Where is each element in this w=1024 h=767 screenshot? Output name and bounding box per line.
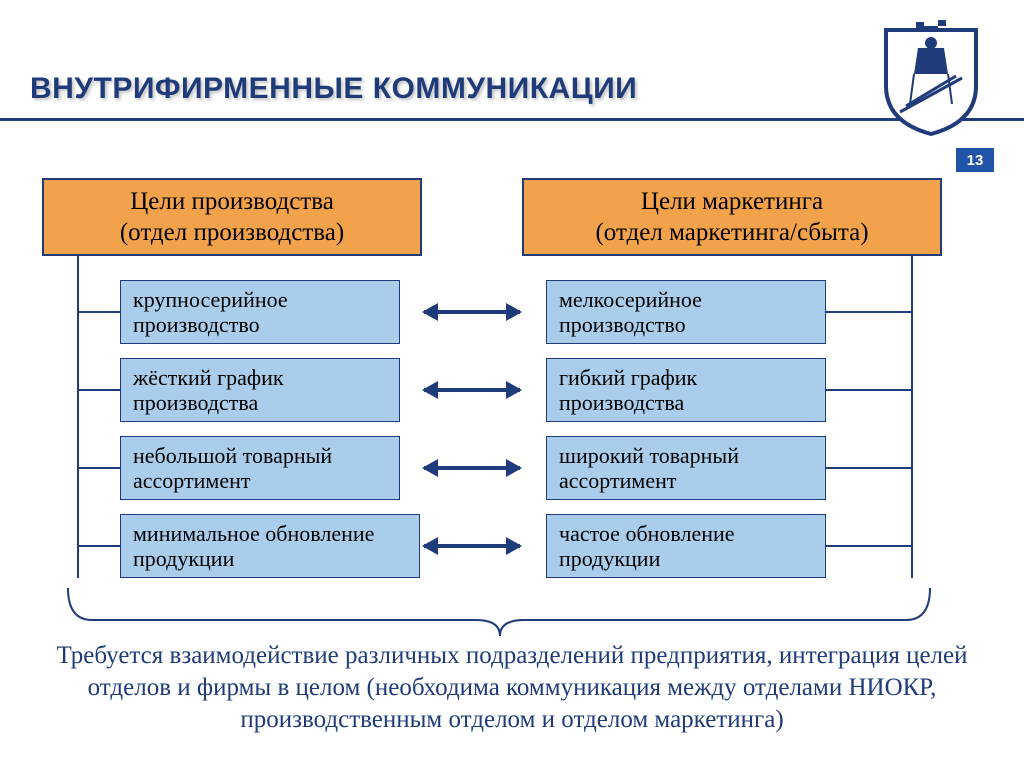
description-text: Требуется взаимодействие различных подра… xyxy=(40,640,984,736)
